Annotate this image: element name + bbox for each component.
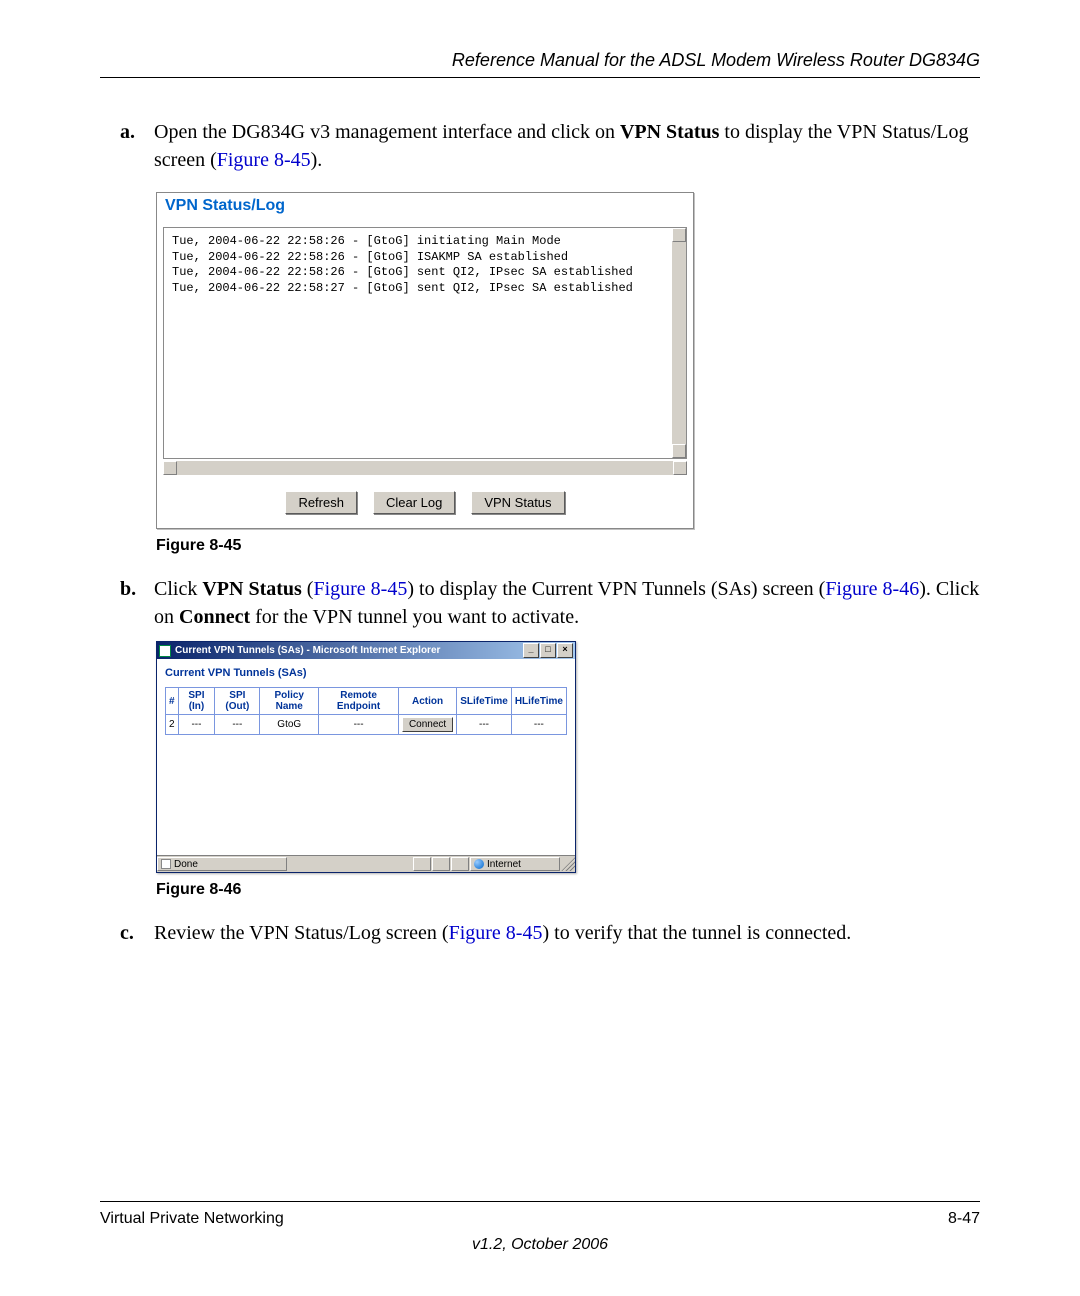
status-zone: Internet	[470, 857, 560, 871]
vertical-scrollbar[interactable]	[672, 228, 686, 458]
step-letter: a.	[120, 118, 154, 174]
refresh-button[interactable]: Refresh	[285, 491, 357, 514]
step-a: a. Open the DG834G v3 management interfa…	[120, 118, 980, 174]
sa-table: #SPI (In)SPI (Out)Policy NameRemote Endp…	[165, 687, 567, 735]
connect-button[interactable]: Connect	[402, 717, 453, 732]
window-titlebar[interactable]: Current VPN Tunnels (SAs) - Microsoft In…	[157, 642, 575, 659]
text: Open the DG834G v3 management interface …	[154, 121, 620, 143]
page-footer: Virtual Private Networking 8-47 v1.2, Oc…	[100, 1201, 980, 1254]
cell-remote: ---	[319, 715, 399, 735]
vpn-status-button[interactable]: VPN Status	[471, 491, 564, 514]
step-text: Click VPN Status (Figure 8-45) to displa…	[154, 575, 980, 631]
scroll-down-button[interactable]	[672, 444, 686, 458]
column-header: Remote Endpoint	[319, 688, 399, 715]
scroll-left-button[interactable]	[163, 461, 177, 475]
cell-spi-out: ---	[215, 715, 260, 735]
table-row: 2 --- --- GtoG --- Connect --- ---	[166, 715, 567, 735]
text: ) to verify that the tunnel is connected…	[542, 922, 851, 944]
footer-right: 8-47	[948, 1210, 980, 1228]
cell-num: 2	[166, 715, 179, 735]
figure-link[interactable]: Figure 8-46	[825, 578, 919, 600]
text: ).	[311, 149, 323, 171]
bold: VPN Status	[620, 121, 719, 143]
page-header: Reference Manual for the ADSL Modem Wire…	[100, 50, 980, 78]
log-line: Tue, 2004-06-22 22:58:26 - [GtoG] ISAKMP…	[172, 250, 678, 266]
status-text: Done	[174, 859, 198, 870]
step-text: Open the DG834G v3 management interface …	[154, 118, 980, 174]
footer-left: Virtual Private Networking	[100, 1210, 284, 1228]
clear-log-button[interactable]: Clear Log	[373, 491, 455, 514]
text: Click	[154, 578, 202, 600]
panel-title: VPN Status/Log	[157, 193, 693, 227]
step-c: c. Review the VPN Status/Log screen (Fig…	[120, 919, 980, 947]
maximize-button[interactable]: □	[540, 643, 556, 658]
ie-window: Current VPN Tunnels (SAs) - Microsoft In…	[156, 641, 576, 873]
step-letter: c.	[120, 919, 154, 947]
column-header: HLifeTime	[511, 688, 566, 715]
status-done: Done	[157, 857, 287, 871]
text: (	[302, 578, 314, 600]
cell-hlife: ---	[511, 715, 566, 735]
log-textarea[interactable]: Tue, 2004-06-22 22:58:26 - [GtoG] initia…	[163, 227, 687, 459]
cell-spi-in: ---	[178, 715, 215, 735]
column-header: SPI (In)	[178, 688, 215, 715]
window-title: Current VPN Tunnels (SAs) - Microsoft In…	[175, 645, 522, 656]
window-body: Current VPN Tunnels (SAs) #SPI (In)SPI (…	[157, 659, 575, 855]
step-text: Review the VPN Status/Log screen (Figure…	[154, 919, 980, 947]
figure-caption: Figure 8-45	[156, 537, 980, 555]
status-bar: Done Internet	[157, 855, 575, 872]
text: for the VPN tunnel you want to activate.	[250, 606, 579, 628]
column-header: SLifeTime	[457, 688, 512, 715]
resize-grip[interactable]	[561, 857, 575, 871]
text: ) to display the Current VPN Tunnels (SA…	[407, 578, 825, 600]
footer-version: v1.2, October 2006	[100, 1236, 980, 1254]
status-cell	[451, 857, 469, 871]
ie-icon	[159, 645, 171, 657]
column-header: #	[166, 688, 179, 715]
figure-link[interactable]: Figure 8-45	[217, 149, 311, 171]
cell-action: Connect	[398, 715, 456, 735]
scroll-right-button[interactable]	[673, 461, 687, 475]
globe-icon	[474, 859, 484, 869]
cell-slife: ---	[457, 715, 512, 735]
column-header: SPI (Out)	[215, 688, 260, 715]
bold: Connect	[179, 606, 250, 628]
status-cell	[432, 857, 450, 871]
step-b: b. Click VPN Status (Figure 8-45) to dis…	[120, 575, 980, 631]
column-header: Policy Name	[260, 688, 319, 715]
horizontal-scrollbar[interactable]	[163, 461, 687, 475]
status-cell	[413, 857, 431, 871]
button-row: Refresh Clear Log VPN Status	[157, 481, 693, 528]
vpn-status-panel: VPN Status/Log Tue, 2004-06-22 22:58:26 …	[156, 192, 694, 529]
log-line: Tue, 2004-06-22 22:58:26 - [GtoG] initia…	[172, 234, 678, 250]
page-icon	[161, 859, 171, 869]
figure-caption: Figure 8-46	[156, 881, 980, 899]
column-header: Action	[398, 688, 456, 715]
close-button[interactable]: ×	[557, 643, 573, 658]
minimize-button[interactable]: _	[523, 643, 539, 658]
zone-text: Internet	[487, 859, 521, 870]
log-line: Tue, 2004-06-22 22:58:27 - [GtoG] sent Q…	[172, 281, 678, 297]
bold: VPN Status	[202, 578, 301, 600]
content-heading: Current VPN Tunnels (SAs)	[165, 667, 567, 679]
text: Review the VPN Status/Log screen (	[154, 922, 449, 944]
step-letter: b.	[120, 575, 154, 631]
figure-link[interactable]: Figure 8-45	[313, 578, 407, 600]
log-line: Tue, 2004-06-22 22:58:26 - [GtoG] sent Q…	[172, 265, 678, 281]
cell-policy: GtoG	[260, 715, 319, 735]
figure-link[interactable]: Figure 8-45	[449, 922, 543, 944]
status-spacer	[288, 857, 412, 871]
scroll-up-button[interactable]	[672, 228, 686, 242]
